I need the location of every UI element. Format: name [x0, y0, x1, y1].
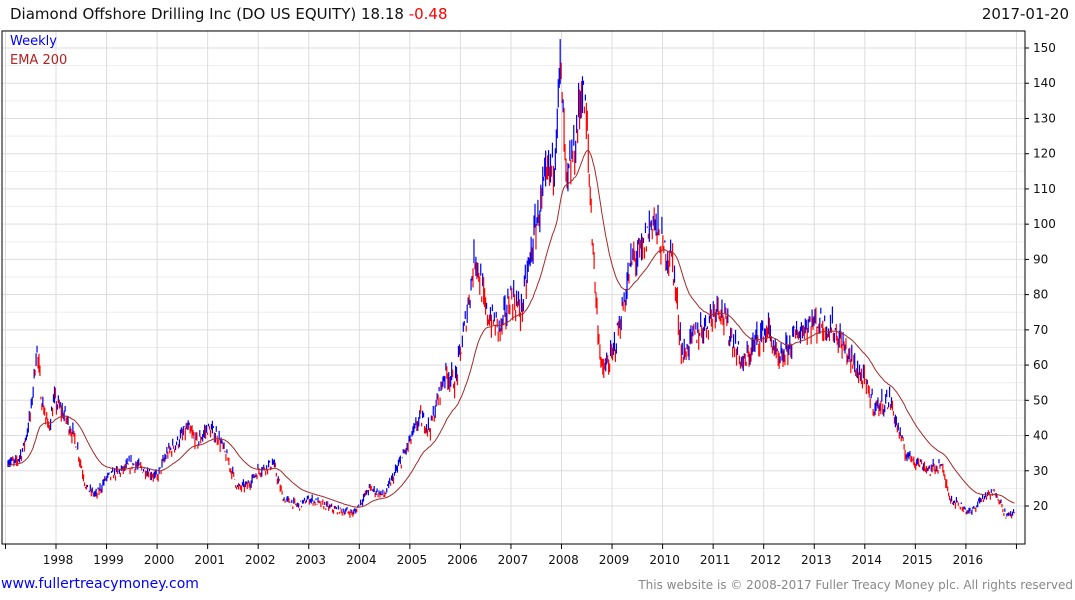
x-tick-label: 2012: [750, 553, 781, 567]
price-change: -0.48: [408, 5, 448, 23]
y-tick-label: 50: [1033, 393, 1048, 407]
chart-title: Diamond Offshore Drilling Inc (DO US EQU…: [10, 5, 448, 23]
y-tick-label: 140: [1033, 76, 1056, 90]
y-tick-label: 80: [1033, 288, 1048, 302]
site-link[interactable]: www.fullertreacymoney.com: [1, 576, 199, 592]
x-tick-label: 2001: [194, 553, 225, 567]
x-tick-label: 2003: [295, 553, 326, 567]
y-tick-label: 60: [1033, 358, 1048, 372]
y-tick-label: 110: [1033, 182, 1056, 196]
y-tick-label: 150: [1033, 41, 1056, 55]
x-tick-label: 2011: [700, 553, 731, 567]
x-tick-label: 2005: [397, 553, 428, 567]
x-tick-label: 2000: [144, 553, 175, 567]
x-tick-label: 1999: [93, 553, 124, 567]
x-tick-label: 2004: [346, 553, 377, 567]
price-bars: [7, 39, 1016, 519]
x-tick-label: 2002: [245, 553, 276, 567]
y-tick-label: 70: [1033, 323, 1048, 337]
y-tick-label: 40: [1033, 429, 1048, 443]
x-tick-label: 1998: [43, 553, 74, 567]
y-tick-label: 120: [1033, 147, 1056, 161]
x-tick-label: 2016: [953, 553, 984, 567]
copyright: This website is © 2008-2017 Fuller Treac…: [638, 578, 1073, 592]
x-tick-label: 2008: [548, 553, 579, 567]
x-tick-label: 2014: [852, 553, 883, 567]
title-text: Diamond Offshore Drilling Inc (DO US EQU…: [10, 5, 404, 23]
x-tick-label: 2009: [599, 553, 630, 567]
x-axis: 1998 1999 2000 2001 2002 2003 2004 2005 2006 2007…: [4, 544, 1017, 567]
y-tick-label: 130: [1033, 111, 1056, 125]
chart-date: 2017-01-20: [981, 5, 1069, 23]
x-tick-label: 2013: [801, 553, 832, 567]
y-tick-label: 100: [1033, 217, 1056, 231]
y-tick-label: 20: [1033, 499, 1048, 513]
legend-ema: EMA 200: [10, 53, 67, 68]
y-tick-label: 30: [1033, 464, 1048, 478]
plot-frame: [1, 30, 1026, 545]
legend-weekly: Weekly: [10, 34, 57, 49]
ema-line: [8, 149, 1015, 508]
x-tick-label: 2007: [498, 553, 529, 567]
x-tick-label: 2006: [447, 553, 478, 567]
x-tick-label: 2015: [902, 553, 933, 567]
y-axis: 20 30 40 50 60 70 80 90 100 110 120 130 140 150: [1025, 41, 1056, 513]
y-tick-label: 90: [1033, 252, 1048, 266]
x-tick-label: 2010: [649, 553, 680, 567]
